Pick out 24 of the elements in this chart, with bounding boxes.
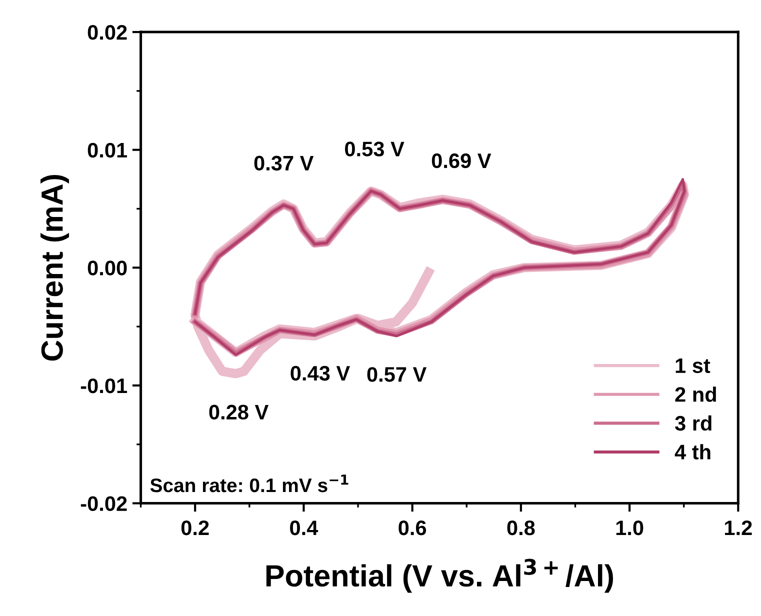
legend-label: 1 st (676, 358, 710, 374)
annotation: 0.69 V (432, 153, 492, 168)
y-tick-label: 0.01 (88, 142, 128, 158)
y-tick-label: -0.02 (80, 496, 127, 512)
annotation: 0.43 V (290, 366, 350, 381)
y-axis-title: Current (mA) (40, 174, 69, 361)
y-tick-label: 0.02 (88, 25, 127, 40)
x-tick-label: 0.8 (507, 520, 535, 536)
x-tick-label: 0.6 (398, 520, 426, 536)
annotation: Scan rate: 0.1 mV s$^{−1}$ (150, 474, 348, 492)
legend-label: 2 nd (675, 386, 716, 402)
y-tick-label: -0.01 (80, 378, 128, 394)
annotation: 0.53 V (345, 142, 404, 156)
legend-label: 3 rd (674, 415, 712, 431)
x-tick-label: 0.2 (181, 520, 209, 536)
annotation: 0.28 V (209, 404, 269, 420)
legend-label: 4 th (674, 444, 710, 460)
annotation: 0.37 V (254, 156, 314, 171)
x-tick-label: 1.0 (616, 520, 644, 536)
x-tick-label: 0.4 (290, 520, 318, 536)
y-tick-label: 0.00 (88, 260, 127, 276)
annotation: 0.57 V (367, 367, 427, 382)
x-axis-title: Potential (V vs. Al$^{3+}$/Al) (266, 558, 614, 593)
x-tick-label: 1.2 (725, 520, 752, 536)
